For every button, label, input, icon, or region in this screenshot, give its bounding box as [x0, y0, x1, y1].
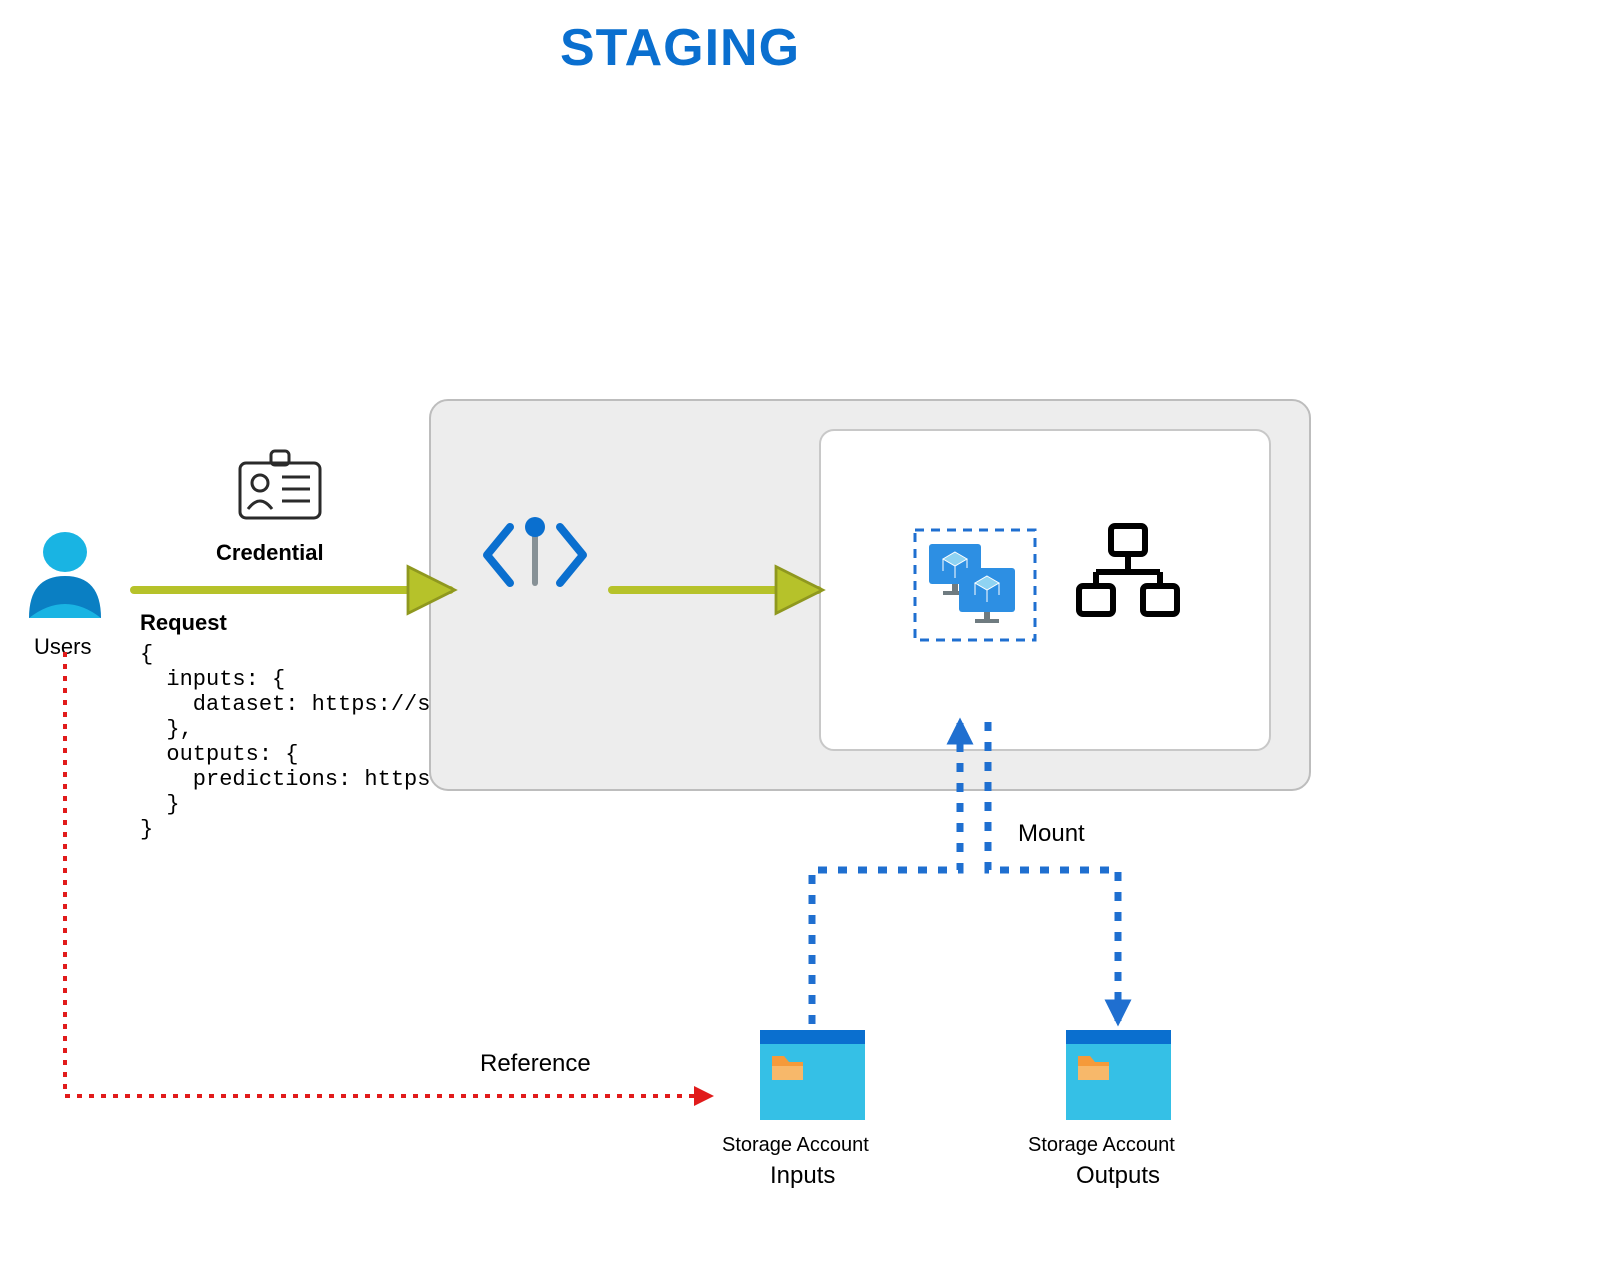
diagram-svg-layer — [0, 0, 1607, 1287]
diagram-canvas: STAGING Users Credential Endpoint Deploy… — [0, 0, 1607, 1287]
storage-outputs-icon — [1066, 1030, 1171, 1120]
storage-inputs-icon — [760, 1030, 865, 1120]
deployment-panel — [820, 430, 1270, 750]
user-icon — [29, 532, 101, 618]
credential-icon — [240, 451, 320, 518]
